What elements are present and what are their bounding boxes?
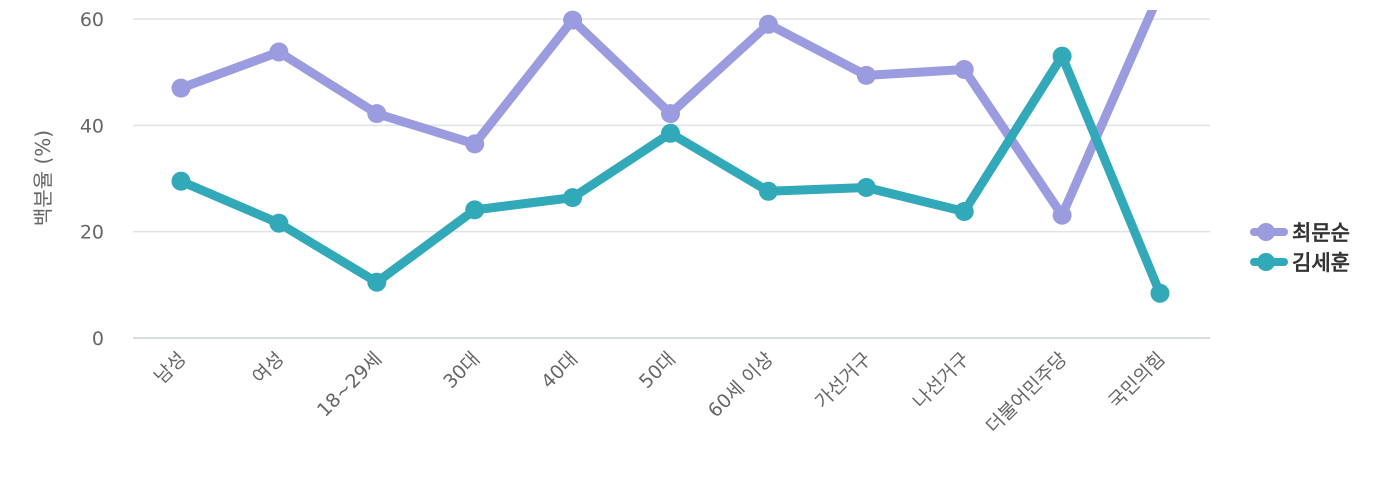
x-tick-label: 30대 (439, 348, 484, 393)
data-point[interactable] (758, 14, 778, 34)
series-line (176, 51, 1165, 298)
data-point[interactable] (856, 65, 876, 85)
y-tick-label: 20 (80, 222, 104, 244)
x-tick-label: 18~29세 (313, 348, 386, 421)
x-axis-ticks: 남성 여성 18~29세 30대 40대 50대 60세 이상 가선거구 나선거구 더불어민주당 국… (150, 348, 1169, 438)
data-point[interactable] (1151, 0, 1170, 2)
data-point[interactable] (367, 272, 387, 292)
data-point[interactable] (954, 202, 974, 221)
x-tick-label: 40대 (537, 348, 582, 393)
legend-swatch-marker (1257, 223, 1275, 241)
x-tick-label: 국민의힘 (1105, 348, 1170, 413)
data-point[interactable] (1052, 205, 1072, 225)
x-tick-label: 더불어민주당 (982, 348, 1072, 438)
y-axis-title: 백분율 (%) (31, 130, 55, 226)
x-tick-label: 남성 (150, 348, 190, 388)
data-point[interactable] (269, 42, 289, 62)
data-point[interactable] (269, 213, 289, 233)
data-point[interactable] (171, 171, 191, 191)
data-point[interactable] (954, 60, 974, 79)
legend-item[interactable]: 김세훈 (1250, 251, 1350, 275)
data-point[interactable] (465, 134, 485, 154)
data-point[interactable] (563, 188, 583, 208)
x-tick-label: 여성 (248, 348, 288, 388)
y-tick-label: 60 (80, 9, 104, 31)
data-point[interactable] (661, 104, 680, 124)
data-point[interactable] (171, 78, 191, 98)
legend-item[interactable]: 최문순 (1250, 221, 1350, 245)
data-point[interactable] (1052, 46, 1072, 66)
data-point[interactable] (1150, 283, 1170, 303)
legend-swatch-marker (1257, 253, 1275, 271)
y-tick-label: 0 (92, 328, 104, 350)
data-point[interactable] (856, 178, 876, 197)
x-tick-label: 50대 (635, 348, 680, 393)
x-tick-label: 나선거구 (909, 348, 974, 413)
data-point[interactable] (367, 104, 387, 124)
series-layer (171, 0, 1170, 303)
data-point[interactable] (758, 181, 778, 201)
data-point[interactable] (563, 10, 583, 30)
x-tick-label: 60세 이상 (704, 348, 778, 422)
data-point[interactable] (465, 200, 485, 220)
legend-label: 최문순 (1292, 221, 1350, 245)
series-1 (171, 0, 1170, 225)
series-2 (171, 46, 1170, 303)
x-tick-label: 가선거구 (811, 348, 876, 413)
legend-label: 김세훈 (1292, 251, 1350, 275)
y-tick-label: 40 (80, 115, 104, 137)
y-axis-ticks: 0 20 40 60 (80, 9, 104, 350)
data-point[interactable] (661, 123, 680, 143)
